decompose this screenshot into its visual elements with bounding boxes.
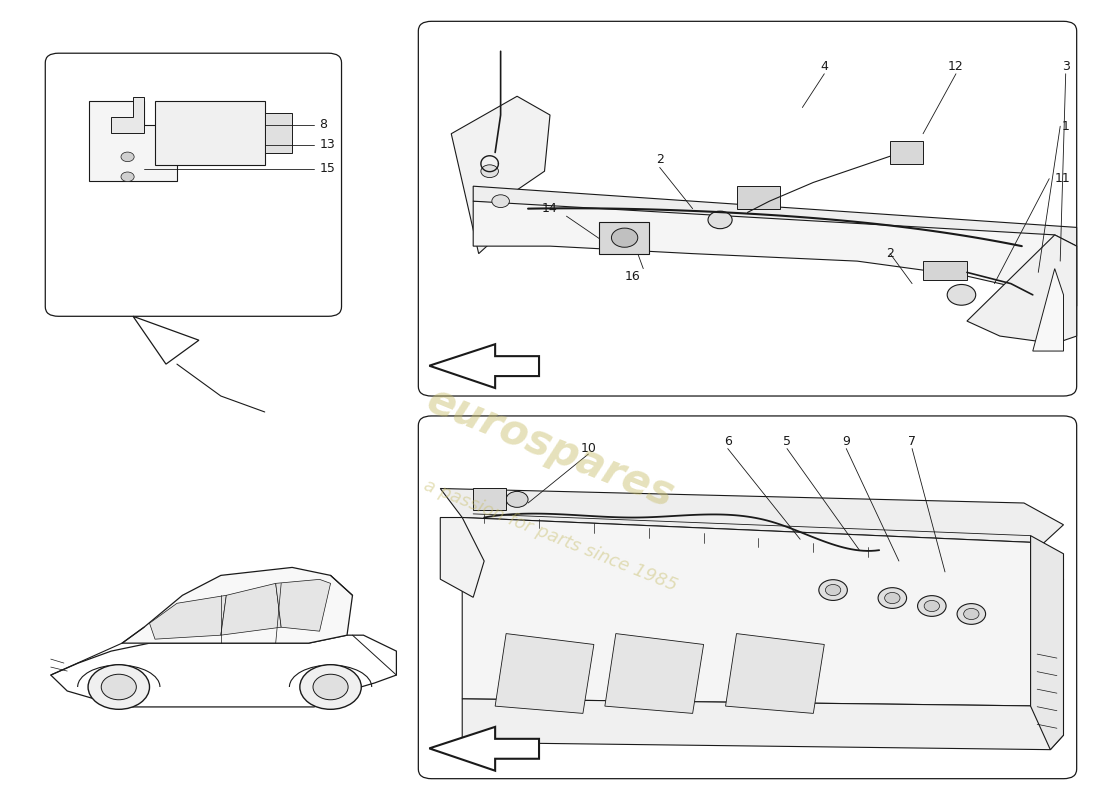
Polygon shape [221,583,282,635]
Text: 1: 1 [1062,120,1069,133]
FancyBboxPatch shape [45,54,341,316]
Polygon shape [111,97,144,133]
Text: 12: 12 [948,60,964,73]
Text: 13: 13 [320,138,336,151]
Polygon shape [89,101,177,181]
Text: 14: 14 [542,202,558,215]
Polygon shape [923,261,967,280]
Circle shape [481,165,498,178]
FancyBboxPatch shape [418,22,1077,396]
Circle shape [917,596,946,616]
Circle shape [121,172,134,182]
Polygon shape [122,567,352,643]
Text: 9: 9 [843,435,850,448]
FancyBboxPatch shape [418,416,1077,778]
Polygon shape [1033,269,1064,351]
Text: 7: 7 [909,435,916,448]
Text: 4: 4 [821,60,828,73]
Polygon shape [440,489,1064,543]
Polygon shape [967,235,1077,343]
Polygon shape [150,595,227,639]
Circle shape [88,665,150,710]
Polygon shape [600,222,649,254]
Circle shape [947,285,976,306]
Text: 10: 10 [581,442,596,455]
Circle shape [492,194,509,207]
Circle shape [121,152,134,162]
Circle shape [818,580,847,601]
Text: 6: 6 [724,435,732,448]
Text: 8: 8 [320,118,328,131]
Circle shape [506,491,528,507]
Polygon shape [473,489,506,510]
Text: 5: 5 [783,435,791,448]
Text: a passion for parts since 1985: a passion for parts since 1985 [420,476,680,594]
Polygon shape [605,634,704,714]
Polygon shape [726,634,824,714]
Polygon shape [155,101,265,165]
Polygon shape [462,518,1064,706]
Circle shape [884,593,900,604]
Circle shape [300,665,361,710]
Polygon shape [737,186,780,209]
Polygon shape [265,113,293,153]
Circle shape [708,211,733,229]
Circle shape [612,228,638,247]
Polygon shape [133,316,199,364]
Circle shape [825,585,840,596]
Text: 15: 15 [320,162,336,175]
Text: 16: 16 [625,270,640,282]
Polygon shape [440,518,484,598]
Text: 2: 2 [656,154,663,166]
Circle shape [964,608,979,619]
Circle shape [924,601,939,611]
Polygon shape [1031,536,1064,750]
Text: eurospares: eurospares [420,379,680,517]
Circle shape [878,588,906,608]
Circle shape [957,604,986,624]
Text: 3: 3 [1062,60,1069,73]
Polygon shape [429,344,539,388]
Text: 11: 11 [1055,172,1070,185]
Polygon shape [495,634,594,714]
Circle shape [101,674,136,700]
Text: 2: 2 [887,247,894,260]
Polygon shape [429,727,539,770]
Polygon shape [473,186,1077,246]
Polygon shape [473,201,1077,306]
Polygon shape [451,96,550,254]
Polygon shape [276,579,331,631]
Polygon shape [51,635,396,707]
Polygon shape [462,699,1064,750]
Circle shape [314,674,348,700]
Polygon shape [890,142,923,164]
